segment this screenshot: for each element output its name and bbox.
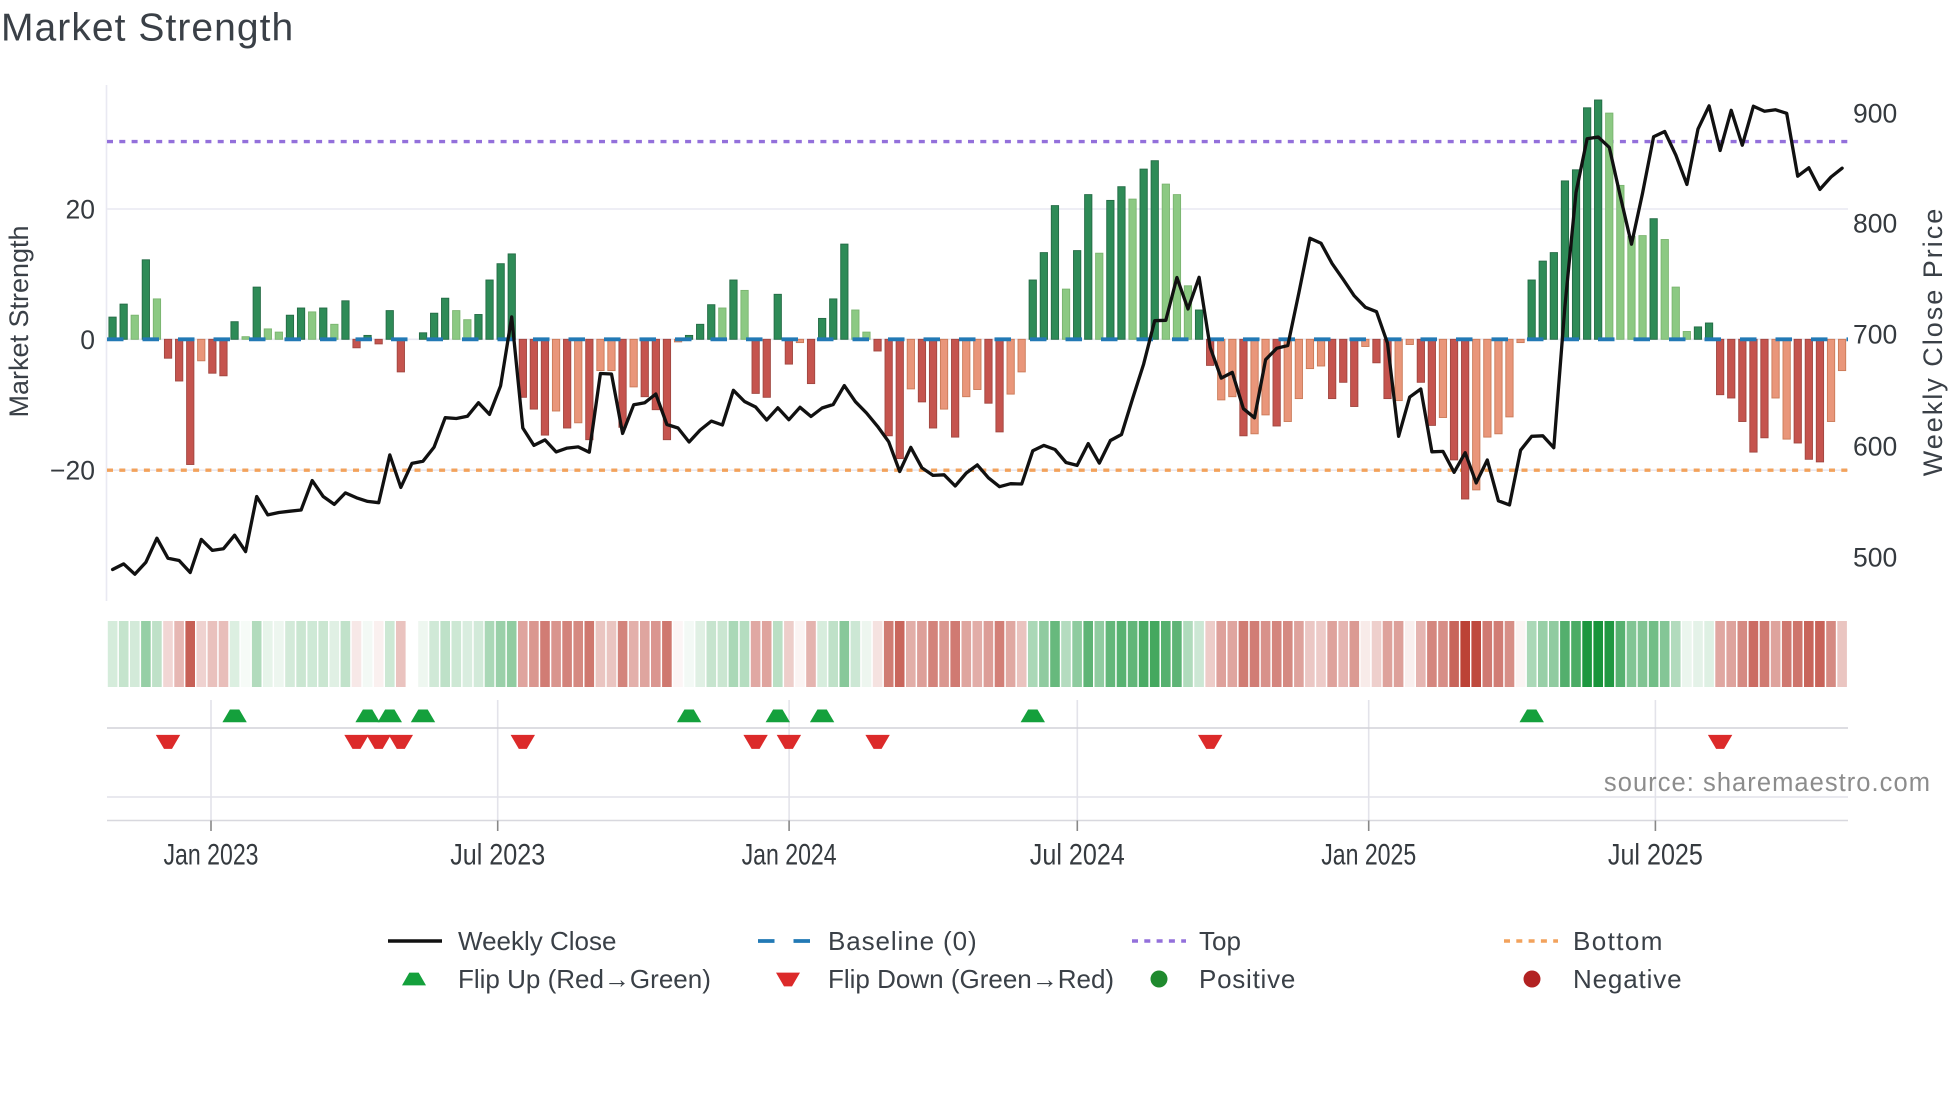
- svg-text:−20: −20: [50, 456, 95, 486]
- svg-text:Top: Top: [1199, 926, 1241, 956]
- svg-text:Jul 2023: Jul 2023: [450, 839, 545, 872]
- svg-text:Bottom: Bottom: [1573, 926, 1664, 956]
- svg-text:600: 600: [1853, 432, 1897, 462]
- svg-text:800: 800: [1853, 209, 1897, 239]
- svg-text:Jan 2025: Jan 2025: [1321, 839, 1416, 872]
- svg-text:Weekly Close Price: Weekly Close Price: [1918, 207, 1948, 477]
- svg-text:Jan 2023: Jan 2023: [164, 839, 259, 872]
- svg-text:Positive: Positive: [1199, 964, 1296, 994]
- svg-text:source: sharemaestro.com: source: sharemaestro.com: [1604, 769, 1931, 797]
- svg-text:700: 700: [1853, 320, 1897, 350]
- svg-text:900: 900: [1853, 99, 1897, 129]
- svg-text:Negative: Negative: [1573, 964, 1682, 994]
- svg-text:Jan 2024: Jan 2024: [742, 839, 837, 872]
- svg-text:Flip Up (Red→Green): Flip Up (Red→Green): [458, 964, 711, 994]
- svg-text:20: 20: [66, 195, 95, 225]
- svg-text:Market Strength: Market Strength: [4, 225, 34, 417]
- svg-text:0: 0: [80, 325, 95, 355]
- svg-text:Jul 2025: Jul 2025: [1608, 839, 1703, 872]
- svg-text:Jul 2024: Jul 2024: [1030, 839, 1125, 872]
- svg-text:Baseline (0): Baseline (0): [828, 926, 978, 956]
- svg-text:Flip Down (Green→Red): Flip Down (Green→Red): [828, 964, 1114, 994]
- svg-text:Market Strength: Market Strength: [1, 7, 294, 50]
- svg-text:Weekly Close: Weekly Close: [458, 926, 616, 956]
- svg-text:500: 500: [1853, 543, 1897, 573]
